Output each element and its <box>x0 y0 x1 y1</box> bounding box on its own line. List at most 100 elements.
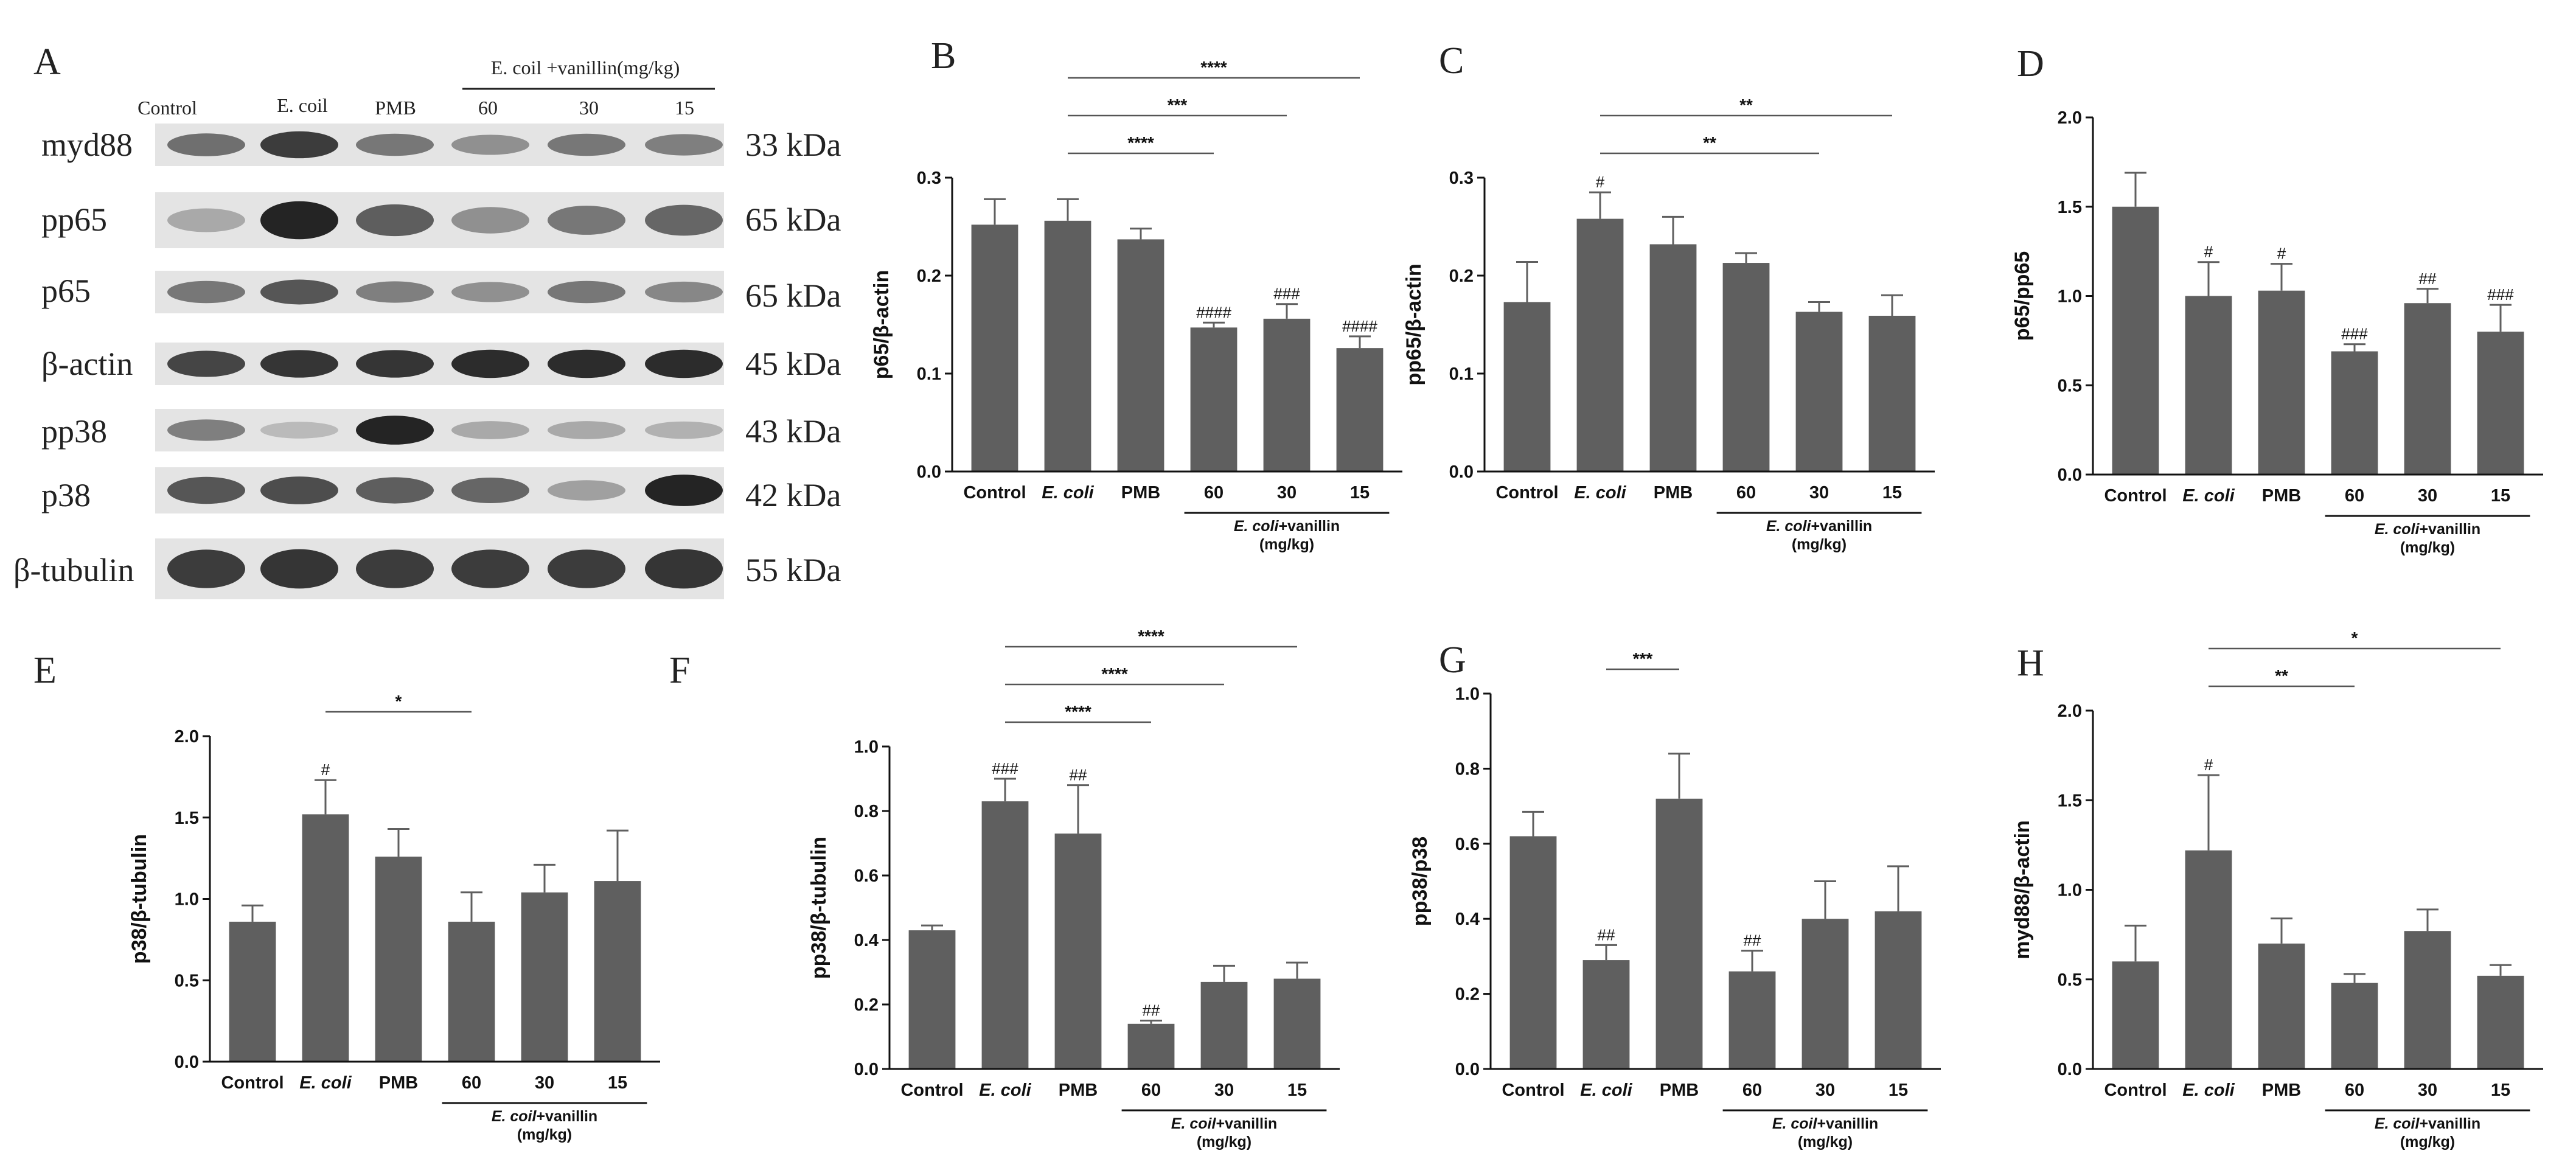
lane-label-control: Control <box>138 97 197 119</box>
blot-row-pp65: pp65 65 kDa <box>41 192 841 248</box>
bar <box>1127 1023 1175 1069</box>
x-tick-label: E. coli <box>1042 483 1094 503</box>
lane-label-pmb: PMB <box>375 97 416 119</box>
bar-annotation: #### <box>1196 303 1231 321</box>
significance-label: **** <box>1065 702 1091 721</box>
bar <box>302 814 349 1062</box>
y-tick-label: 0.8 <box>1455 759 1480 779</box>
kda-label-pp38: 43 kDa <box>745 413 841 450</box>
bar-annotation: ## <box>1744 931 1761 950</box>
blot-band <box>451 134 529 155</box>
significance-label: * <box>2351 628 2358 647</box>
y-tick-label: 0.2 <box>917 266 941 286</box>
y-tick-label: 0.6 <box>1455 835 1480 854</box>
bar <box>2185 850 2232 1069</box>
y-tick-label: 2.0 <box>2058 701 2082 721</box>
x-tick-label: E. coli <box>1580 1081 1632 1100</box>
x-tick-label: 60 <box>2345 486 2364 506</box>
y-tick-label: 0.5 <box>2058 970 2082 990</box>
blot-row-p65: p65 65 kDa <box>41 271 841 314</box>
x-tick-label: 15 <box>2491 486 2510 506</box>
y-tick-label: 0.4 <box>1455 910 1480 929</box>
bar-annotation: ## <box>1598 925 1615 944</box>
x-tick-label: 60 <box>1736 483 1756 503</box>
bar <box>2404 303 2451 475</box>
bar <box>1117 239 1164 472</box>
protein-label-myd88: myd88 <box>41 127 133 163</box>
blot-band <box>260 549 338 589</box>
bar <box>1655 798 1703 1069</box>
significance-label: *** <box>1633 649 1653 668</box>
kda-label-p38: 42 kDa <box>745 477 841 513</box>
y-axis-title: pp38/p38 <box>1408 837 1432 926</box>
blot-band <box>167 280 245 304</box>
bar <box>2258 290 2305 475</box>
bar <box>971 225 1018 472</box>
blot-band <box>260 422 338 439</box>
blot-band <box>356 477 434 504</box>
bar <box>2258 943 2305 1069</box>
blot-band <box>356 133 434 156</box>
panel-letter: F <box>669 650 690 691</box>
blot-band <box>356 549 434 588</box>
x-tick-label: 15 <box>1888 1081 1908 1100</box>
blot-band <box>451 207 529 234</box>
bar <box>1576 218 1624 472</box>
group-unit-label: (mg/kg) <box>2400 1133 2455 1150</box>
x-tick-label: 30 <box>535 1073 554 1093</box>
significance-label: **** <box>1200 58 1227 77</box>
x-tick-label: Control <box>963 483 1026 503</box>
kda-label-beta-tubulin: 55 kDa <box>745 552 841 588</box>
blot-band <box>167 549 245 588</box>
bar <box>2185 296 2232 475</box>
bar <box>1649 244 1697 472</box>
bar <box>908 930 956 1069</box>
blot-band <box>356 416 434 445</box>
blot-band <box>548 421 625 439</box>
x-tick-label: 15 <box>1287 1081 1307 1100</box>
blot-band <box>645 421 723 439</box>
y-tick-label: 1.5 <box>2058 791 2082 810</box>
bar <box>448 921 495 1062</box>
y-axis-title: pp38/β-tubulin <box>807 837 830 979</box>
blot-band <box>645 134 723 156</box>
blot-band <box>548 206 625 235</box>
bar-annotation: ### <box>1273 285 1300 303</box>
y-tick-label: 0.8 <box>854 802 879 821</box>
group-label: E. coli+vanillin <box>1234 518 1340 535</box>
group-unit-label: (mg/kg) <box>517 1126 572 1143</box>
bar <box>1795 312 1843 472</box>
significance-label: *** <box>1168 96 1188 114</box>
x-tick-label: PMB <box>2262 486 2301 506</box>
bar <box>1190 327 1238 472</box>
group-unit-label: (mg/kg) <box>2400 539 2455 556</box>
x-tick-label: 30 <box>1277 483 1297 503</box>
x-tick-label: 30 <box>1815 1081 1835 1100</box>
bar <box>2112 206 2159 475</box>
blot-band <box>645 204 723 236</box>
group-label: E. coil+vanillin <box>2375 1115 2480 1132</box>
significance-label: ** <box>2275 666 2288 685</box>
x-tick-label: Control <box>1495 483 1558 503</box>
bar <box>1509 836 1557 1069</box>
y-tick-label: 1.0 <box>2058 881 2082 900</box>
blot-band <box>356 350 434 378</box>
bar-annotation: #### <box>1342 317 1377 335</box>
panel-letter: H <box>2017 642 2044 684</box>
x-tick-label: 60 <box>1141 1081 1161 1100</box>
y-axis-title: p38/β-tubulin <box>128 834 151 964</box>
x-tick-label: 15 <box>1350 483 1370 503</box>
blot-row-beta-actin: β-actin 45 kDa <box>41 343 841 385</box>
group-unit-label: (mg/kg) <box>1259 536 1314 553</box>
bar <box>1263 318 1311 472</box>
y-tick-label: 0.0 <box>854 1060 879 1079</box>
y-tick-label: 1.5 <box>175 809 199 828</box>
blot-strip-p38 <box>155 467 724 513</box>
bar-annotation: # <box>1596 173 1605 191</box>
x-tick-label: PMB <box>379 1073 418 1093</box>
bar-annotation: ### <box>2341 325 2368 343</box>
